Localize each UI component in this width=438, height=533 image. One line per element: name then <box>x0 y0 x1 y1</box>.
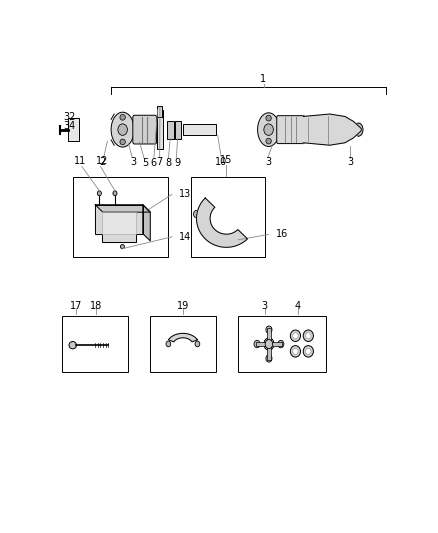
Bar <box>74 177 169 257</box>
Text: 13: 13 <box>179 189 191 199</box>
Polygon shape <box>143 205 150 241</box>
Bar <box>267 328 271 360</box>
Bar <box>156 110 162 149</box>
Text: 6: 6 <box>150 158 156 168</box>
Ellipse shape <box>265 340 273 349</box>
Ellipse shape <box>266 326 272 334</box>
Ellipse shape <box>120 139 125 145</box>
Ellipse shape <box>254 341 260 348</box>
Bar <box>238 317 326 372</box>
Ellipse shape <box>113 191 117 196</box>
Text: 1: 1 <box>261 74 267 84</box>
Text: 34: 34 <box>63 120 75 131</box>
Ellipse shape <box>118 124 127 135</box>
Text: 8: 8 <box>166 158 172 168</box>
FancyBboxPatch shape <box>133 115 156 144</box>
Text: 7: 7 <box>156 157 163 167</box>
Ellipse shape <box>69 342 77 349</box>
Text: 12: 12 <box>96 156 109 166</box>
Ellipse shape <box>354 123 363 136</box>
Polygon shape <box>95 205 143 241</box>
Ellipse shape <box>293 348 298 354</box>
Ellipse shape <box>258 113 279 147</box>
Ellipse shape <box>306 348 311 354</box>
Text: 15: 15 <box>220 156 233 165</box>
Bar <box>167 120 174 139</box>
Text: 3: 3 <box>131 157 137 167</box>
Text: 16: 16 <box>276 229 288 239</box>
Bar <box>183 124 216 135</box>
Polygon shape <box>168 333 198 342</box>
Ellipse shape <box>306 333 311 339</box>
Text: 3: 3 <box>347 157 353 167</box>
FancyBboxPatch shape <box>277 116 305 143</box>
Ellipse shape <box>303 345 314 357</box>
Bar <box>68 118 78 141</box>
Text: 32: 32 <box>63 112 76 122</box>
Ellipse shape <box>266 115 271 121</box>
Ellipse shape <box>290 330 300 342</box>
Ellipse shape <box>303 330 314 342</box>
Ellipse shape <box>120 115 125 120</box>
Ellipse shape <box>228 238 233 244</box>
Ellipse shape <box>278 341 284 348</box>
Text: 9: 9 <box>174 158 180 168</box>
Ellipse shape <box>264 124 273 135</box>
Ellipse shape <box>166 341 171 347</box>
Text: 5: 5 <box>142 158 148 168</box>
Bar <box>150 317 216 372</box>
Bar <box>256 342 282 346</box>
Ellipse shape <box>264 338 274 350</box>
Bar <box>157 106 162 117</box>
Ellipse shape <box>194 211 200 218</box>
Bar <box>175 120 181 139</box>
Bar <box>191 177 265 257</box>
Text: 2: 2 <box>99 157 106 167</box>
Polygon shape <box>197 198 247 247</box>
Text: 18: 18 <box>90 301 102 311</box>
Text: 17: 17 <box>70 301 82 311</box>
Polygon shape <box>95 205 150 212</box>
Text: 11: 11 <box>74 156 86 166</box>
Ellipse shape <box>111 112 134 147</box>
Text: 19: 19 <box>177 301 189 311</box>
Ellipse shape <box>195 341 200 347</box>
Text: 10: 10 <box>215 157 227 167</box>
Ellipse shape <box>97 191 101 196</box>
Polygon shape <box>102 212 136 233</box>
Ellipse shape <box>290 345 300 357</box>
Text: 4: 4 <box>295 301 301 311</box>
Text: 3: 3 <box>261 301 268 311</box>
Ellipse shape <box>120 245 124 249</box>
Text: 3: 3 <box>265 157 271 167</box>
Text: 14: 14 <box>179 232 191 242</box>
Ellipse shape <box>266 355 272 362</box>
Polygon shape <box>303 114 362 145</box>
Ellipse shape <box>293 333 298 339</box>
Bar <box>61 317 128 372</box>
Ellipse shape <box>266 138 271 144</box>
